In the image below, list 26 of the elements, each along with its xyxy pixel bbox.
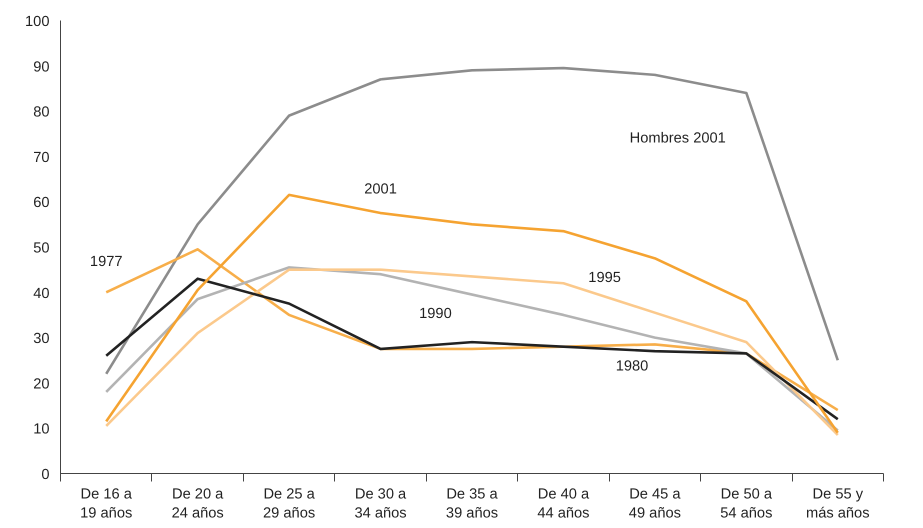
series-label: 1977 (90, 254, 123, 270)
series-label: 1980 (616, 358, 648, 374)
text: Hombres 2001 (630, 130, 726, 146)
y-tick-label: 90 (33, 59, 50, 76)
x-tick-label: De 55 y más años (806, 486, 870, 522)
x-tick-label: De 35 a 39 años (446, 486, 499, 522)
y-tick-label: 10 (33, 422, 50, 438)
y-tick-label: 80 (33, 104, 50, 121)
x-tick-label: De 16 a 19 años (80, 486, 133, 522)
y-tick-label: 20 (33, 376, 50, 392)
y-tick-label: 100 (25, 14, 50, 30)
x-tick-label: De 30 a 34 años (354, 486, 408, 522)
y-tick-label: 0 (41, 467, 50, 483)
series-label: 1995 (588, 270, 621, 286)
y-tick-label: 60 (33, 195, 50, 212)
x-tick-label: De 20 a 24 años (172, 486, 224, 522)
x-tick-label: De 40 a 44 años (537, 486, 590, 522)
x-tick-label: De 45 a 49 años (628, 486, 682, 522)
x-tick-label: De 50 a 54 años (720, 486, 773, 522)
x-tick-label: De 25 a 29 años (263, 486, 316, 522)
y-tick-label: 40 (33, 286, 50, 302)
y-tick-label: 30 (33, 331, 50, 348)
y-tick-label: 70 (33, 150, 50, 166)
series-label: 1990 (419, 306, 452, 322)
series-label: 2001 (364, 182, 397, 198)
y-tick-label: 50 (33, 240, 50, 256)
